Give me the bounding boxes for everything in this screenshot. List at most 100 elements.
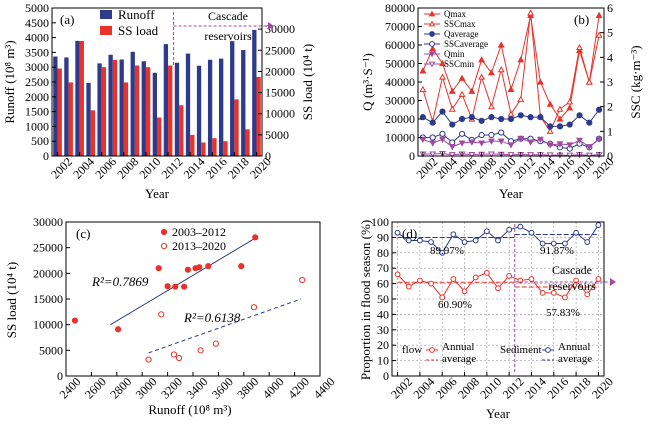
qaverage-point (507, 115, 515, 123)
flow-point (562, 294, 568, 301)
sediment-point (584, 239, 591, 245)
sediment-point (573, 229, 580, 236)
panel-d-x-axis-tick-label: 2004 (410, 375, 437, 402)
panel-d-y-axis-tick-label: 0 (383, 369, 389, 383)
flow-point (495, 285, 501, 292)
ss-load-bar (90, 110, 95, 156)
qmin-point (546, 142, 554, 149)
legend-sscmin-marker (428, 61, 436, 68)
qmax-point (546, 100, 554, 107)
series-2013-2020-point (299, 276, 306, 284)
qmin-point (527, 139, 535, 146)
sediment-point (461, 239, 468, 245)
qmin-point (448, 144, 456, 151)
panel-b-right-axis-tick-label: 0 (607, 149, 613, 163)
legend-series-2003-2012-marker (160, 228, 168, 236)
qaverage-point (586, 119, 593, 126)
ss-load-bar (79, 40, 84, 156)
ss-load-bar (234, 99, 239, 156)
panel-c-x-tick-label: 4400 (311, 375, 338, 402)
sscmax-point (517, 95, 525, 102)
sscmax-point (439, 73, 446, 80)
panel-a-x-axis-tick-label: 2012 (159, 155, 186, 182)
flow-point (550, 289, 557, 296)
panel-c-y-axis-tick-label: 5000 (39, 343, 63, 357)
qaverage-point (576, 112, 583, 119)
panel-b-right-axis-tick-label: 3 (607, 75, 613, 89)
sediment-point (539, 240, 546, 247)
runoff-bar (141, 61, 146, 156)
runoff-bar (230, 41, 235, 156)
qmin-point (468, 139, 476, 146)
panel-b-left-axis-tick-label: 0 (409, 149, 415, 163)
panel-c-ylabel: SS load (10⁴ t) (4, 262, 19, 338)
qmax-point (458, 74, 466, 81)
sediment-point (483, 228, 490, 235)
legend-qaverage-label: Qaverage (444, 29, 478, 39)
qaverage-point (596, 106, 603, 113)
qmax-point (448, 87, 456, 94)
panel-a-x-axis-tick-label: 2010 (137, 155, 164, 182)
panel-a-left-axis-tick-label: 5000 (25, 1, 49, 15)
panel-a-arrow-head (268, 22, 274, 30)
flow-point (439, 294, 446, 301)
panel-d-annotation-line2: reservoirs (548, 279, 596, 293)
sscaverage-point (429, 134, 436, 141)
panel-b-right-axis-tick-label: 4 (607, 50, 613, 64)
panel-b-left-axis-tick-label: 50000 (385, 57, 415, 71)
legend-runoff-label: Runoff (118, 7, 155, 22)
flow-point (461, 288, 468, 295)
series-2003-2012-point (181, 283, 188, 290)
legend-sscaverage-label: SSCaverage (444, 39, 488, 49)
qmin-point (478, 140, 486, 147)
panel-a-left-axis-tick-label: 1000 (25, 119, 49, 133)
legend-qmin-marker (428, 51, 436, 58)
sscmax-point (585, 78, 593, 85)
panel-c-y-axis-tick-label: 15000 (33, 292, 63, 306)
panel-c-x-tick-label: 3200 (158, 375, 185, 402)
qaverage-point (468, 114, 475, 121)
legend-qaverage-marker (429, 31, 435, 37)
ss-load-bar (223, 141, 228, 156)
legend-ss-load-swatch (100, 26, 112, 35)
sediment-point (495, 237, 501, 244)
panel-b-ylabel-right: SSC (kg·m⁻³) (628, 45, 643, 118)
panel-d: 0102030405060708090100200220042006200820… (358, 215, 616, 421)
sscmax-point (419, 85, 427, 92)
legend-qmin-label: Qmin (444, 49, 465, 59)
qmin-point (497, 138, 505, 145)
panel-d-xlabel: Year (486, 406, 511, 421)
sediment-average-early-label: 89.97% (430, 245, 464, 257)
series-2003-2012-point (172, 283, 179, 290)
ss-load-bar (245, 129, 250, 156)
series-2003-2012-point (114, 326, 122, 333)
qmax-point (497, 41, 505, 48)
panel-d-y-axis-tick-label: 100 (371, 215, 389, 229)
sscmax-point (458, 90, 466, 97)
flow-point (595, 276, 602, 282)
legend-sediment-average: average (558, 353, 592, 365)
sediment-point (439, 249, 446, 256)
panel-b-left-axis-tick-label: 20000 (385, 112, 415, 126)
panel-a-left-axis-tick-label: 4000 (25, 31, 49, 45)
panel-a-left-axis-tick-label: 4500 (25, 16, 49, 30)
flow-point (428, 280, 434, 287)
panel-d-y-axis-tick-label: 90 (377, 230, 389, 244)
panel-b-right-axis-tick-label: 6 (607, 1, 613, 15)
ss-load-bar (134, 65, 140, 156)
panel-a-left-axis-tick-label: 0 (43, 149, 49, 163)
panel-d-y-axis-tick-label: 50 (377, 292, 389, 306)
runoff-bar (86, 82, 91, 156)
panel-a-right-axis-tick-label: 10000 (265, 107, 295, 121)
panel-a-left-axis-tick-label: 3500 (25, 45, 49, 59)
sscmax-point (595, 31, 603, 38)
runoff-bar (252, 29, 257, 156)
flow-point (394, 271, 401, 278)
sediment-point (528, 229, 535, 236)
series-2013-2020-point (175, 354, 183, 362)
sscmax-point (527, 9, 535, 16)
ss-load-bar (57, 68, 62, 156)
sscaverage-point (439, 130, 446, 137)
legend-series-2013-2020-marker (160, 242, 168, 250)
panel-a-x-axis-tick-label: 2016 (203, 155, 230, 182)
